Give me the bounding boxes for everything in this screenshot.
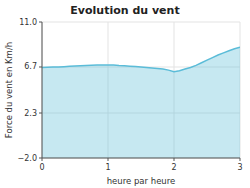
y-tick-label: 11.0 xyxy=(19,18,37,27)
grid-line xyxy=(42,22,240,23)
x-tick-label: 0 xyxy=(39,163,44,172)
y-tick-label: 2.3 xyxy=(24,109,37,118)
grid-line xyxy=(42,22,43,158)
y-axis-line xyxy=(42,22,43,158)
chart-container: −2.0 2.3 6.7 11.0 0 1 2 3 heure par heure Force d… xyxy=(0,0,250,188)
x-tick xyxy=(240,158,241,161)
x-tick-label: 3 xyxy=(237,163,242,172)
axes: −2.0 2.3 6.7 11.0 0 1 2 3 xyxy=(18,18,243,173)
chart: −2.0 2.3 6.7 11.0 0 1 2 3 heure par heure Force d… xyxy=(0,0,250,188)
x-tick xyxy=(42,158,43,161)
grid-line xyxy=(42,158,240,159)
grid xyxy=(42,22,240,158)
x-axis-line xyxy=(42,158,240,159)
x-tick-label: 1 xyxy=(105,163,110,172)
title: Evolution du vent xyxy=(70,4,179,17)
plot-area xyxy=(42,47,240,158)
area xyxy=(42,47,240,158)
y-tick-label: 6.7 xyxy=(24,62,37,71)
y-axis-label: Force du vent en Km/h xyxy=(4,42,14,138)
x-tick xyxy=(174,158,175,161)
line xyxy=(42,47,240,72)
x-axis-label: heure par heure xyxy=(107,176,176,186)
y-tick xyxy=(39,22,42,23)
y-tick xyxy=(39,113,42,114)
x-tick-label: 2 xyxy=(171,163,176,172)
y-tick xyxy=(39,66,42,67)
y-tick-label: −2.0 xyxy=(18,154,37,163)
x-tick xyxy=(108,158,109,161)
